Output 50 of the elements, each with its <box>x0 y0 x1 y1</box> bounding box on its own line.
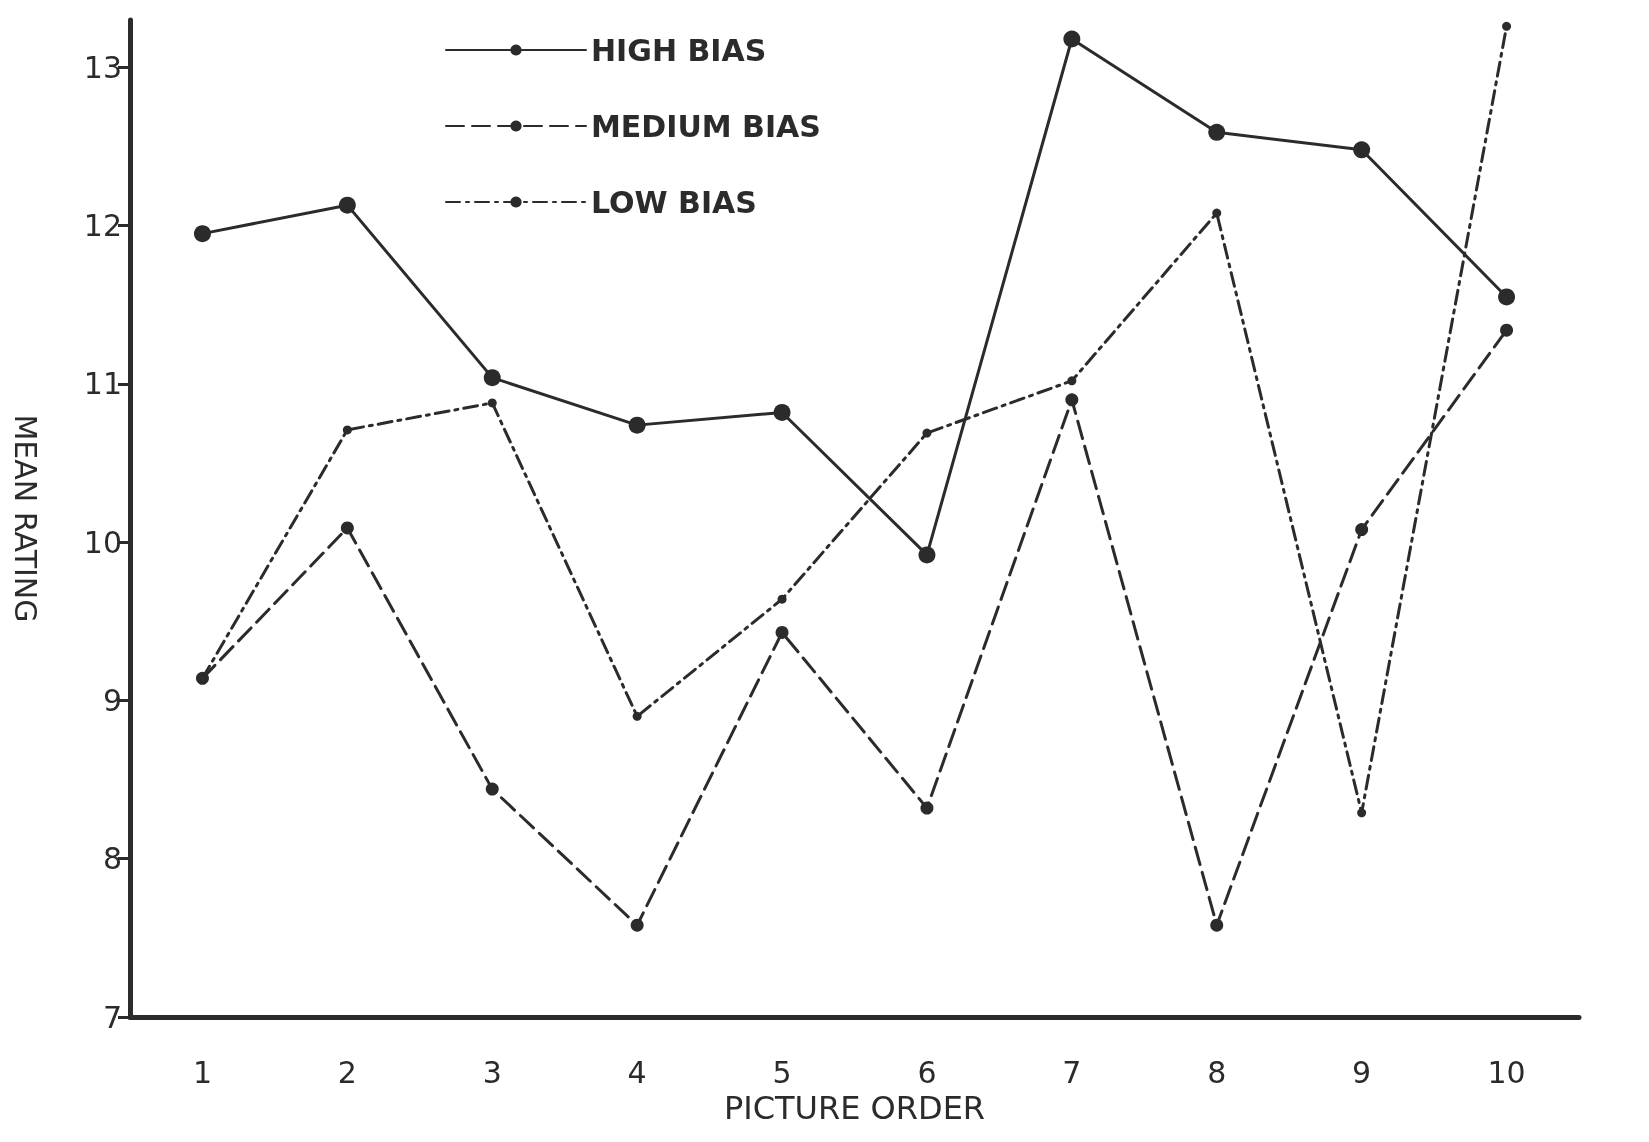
point <box>918 546 936 564</box>
x-tick-label: 10 <box>1487 1054 1526 1090</box>
point <box>1067 376 1077 386</box>
point <box>1353 141 1371 159</box>
x-tick-label: 6 <box>917 1054 937 1090</box>
point <box>1063 30 1081 48</box>
y-tick-label: 11 <box>83 366 122 402</box>
y-tick-label: 7 <box>102 999 122 1035</box>
point <box>922 428 932 438</box>
point <box>193 225 211 243</box>
point <box>1210 918 1224 932</box>
point <box>342 425 352 435</box>
point <box>1212 208 1222 218</box>
point <box>485 782 499 796</box>
point <box>775 625 789 639</box>
x-tick-label: 5 <box>772 1054 792 1090</box>
x-tick-label: 8 <box>1207 1054 1227 1090</box>
legend-label: MEDIUM BIAS <box>591 108 821 144</box>
point <box>487 398 497 408</box>
y-tick-label: 9 <box>102 682 122 718</box>
x-tick-label: 3 <box>482 1054 502 1090</box>
point <box>773 403 791 421</box>
x-tick-label: 4 <box>627 1054 647 1090</box>
x-tick-label: 2 <box>337 1054 357 1090</box>
point <box>1208 123 1226 141</box>
legend-label: LOW BIAS <box>591 184 757 220</box>
y-axis-title: MEAN RATING <box>7 414 43 623</box>
point <box>340 521 354 535</box>
point <box>1500 323 1514 337</box>
point <box>1355 523 1369 537</box>
point <box>630 918 644 932</box>
x-axis-title: PICTURE ORDER <box>723 1089 986 1127</box>
x-tick-label: 9 <box>1352 1054 1372 1090</box>
y-tick-label: 12 <box>83 208 122 244</box>
point <box>483 369 501 387</box>
x-tick-label: 7 <box>1062 1054 1082 1090</box>
point <box>920 801 934 815</box>
y-tick-label: 10 <box>83 524 122 560</box>
point <box>338 196 356 214</box>
point <box>777 594 787 604</box>
point <box>1498 288 1516 306</box>
y-tick-label: 8 <box>102 841 122 877</box>
point <box>1502 21 1512 31</box>
point <box>628 416 646 434</box>
point <box>632 711 642 721</box>
point <box>1065 393 1079 407</box>
legend-label: HIGH BIAS <box>591 32 767 68</box>
x-tick-label: 1 <box>192 1054 212 1090</box>
point <box>1357 808 1367 818</box>
y-tick-label: 13 <box>83 49 122 85</box>
